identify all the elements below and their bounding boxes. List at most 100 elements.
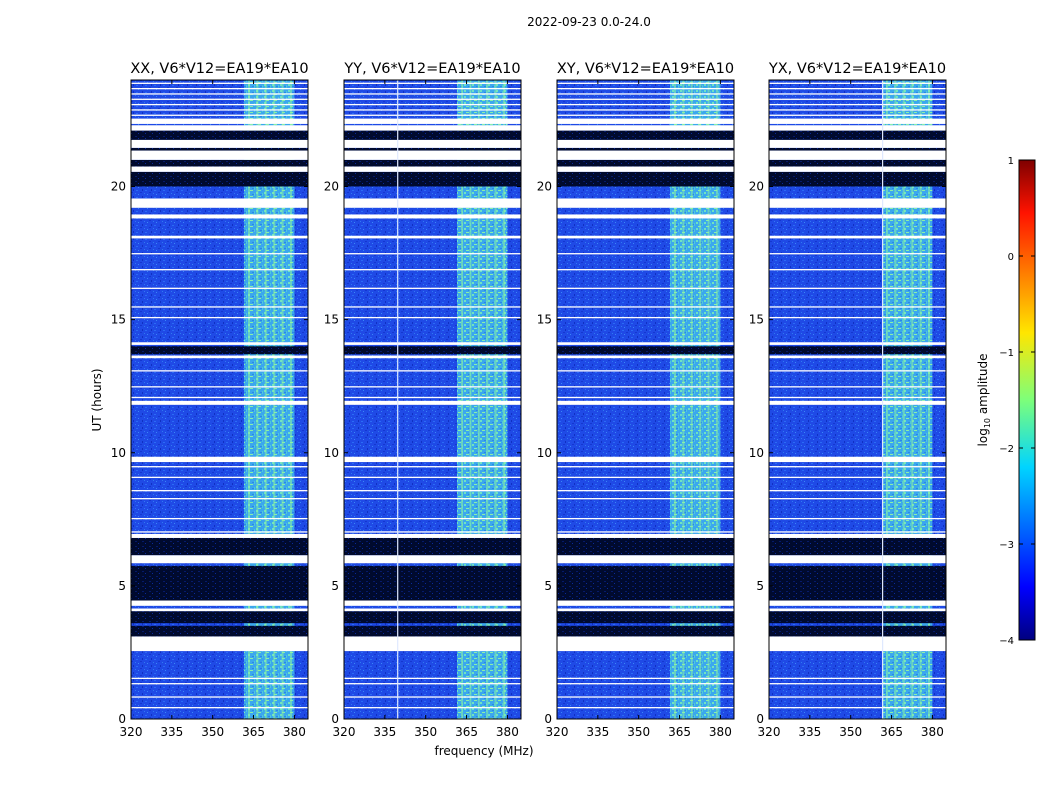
flagged-row (344, 125, 521, 131)
x-tick-label: 335 (160, 725, 183, 739)
flag-line (131, 677, 308, 680)
flag-line (557, 82, 734, 84)
flag-line (769, 498, 946, 500)
dark-flag-band (769, 611, 946, 624)
flagged-row (769, 342, 946, 345)
dark-flag-band (344, 625, 521, 637)
flagged-row (131, 456, 308, 463)
y-tick-label: 0 (544, 712, 552, 726)
flagged-row (131, 139, 308, 148)
flag-line (131, 87, 308, 90)
flagged-row (557, 600, 734, 606)
dark-flag-band (769, 159, 946, 167)
rfi-band-stripe (902, 80, 905, 719)
x-axis-label: frequency (MHz) (434, 744, 533, 758)
flagged-row (344, 355, 521, 359)
flag-line (557, 269, 734, 271)
flagged-row (131, 214, 308, 219)
flag-line (344, 103, 521, 106)
flagged-row (557, 214, 734, 219)
dark-flag-band (769, 565, 946, 601)
flag-line (131, 490, 308, 492)
flag-line (344, 707, 521, 709)
flag-line (557, 466, 734, 468)
flagged-row (557, 235, 734, 239)
rfi-band-stripe (273, 80, 276, 719)
flagged-row (557, 555, 734, 564)
flag-line (769, 306, 946, 308)
heatmap-area (769, 80, 946, 719)
flag-line (769, 490, 946, 492)
panel-frame (343, 79, 522, 720)
flagged-row (557, 118, 734, 124)
rfi-band-stripe (264, 80, 267, 719)
flagged-row (557, 533, 734, 538)
panel-2: YY, V6*V12=EA19*EA10 320 335 350 365 380 0 5 10 1… (324, 61, 522, 739)
flagged-row (344, 600, 521, 606)
flag-line (131, 316, 308, 319)
flag-line (131, 396, 308, 399)
flag-line (769, 370, 946, 372)
dark-flag-band (344, 346, 521, 355)
flagged-row (131, 400, 308, 405)
rfi-band-stripe (894, 80, 897, 719)
x-tick-label: 350 (627, 725, 650, 739)
flagged-row (769, 118, 946, 124)
y-tick-label: 20 (749, 180, 764, 194)
flag-column (882, 80, 884, 719)
flagged-row (131, 355, 308, 359)
dark-flag-band (769, 346, 946, 355)
flagged-row (769, 198, 946, 208)
flagged-row (769, 125, 946, 131)
dark-flag-band (131, 625, 308, 637)
flag-line (131, 707, 308, 709)
flag-line (557, 531, 734, 533)
flag-line (557, 253, 734, 255)
x-tick-label: 320 (120, 725, 143, 739)
panel-title: YX, V6*V12=EA19*EA10 (768, 61, 946, 77)
y-tick-label: 10 (537, 446, 552, 460)
dark-flag-band (557, 537, 734, 556)
y-tick-label: 5 (544, 579, 552, 593)
flagged-row (344, 214, 521, 219)
flag-line (344, 531, 521, 533)
flagged-row (769, 139, 946, 148)
flag-line (769, 386, 946, 388)
flag-line (557, 517, 734, 520)
dark-flag-band (344, 130, 521, 140)
x-tick-label: 335 (798, 725, 821, 739)
flag-line (557, 498, 734, 500)
figure-suptitle: 2022-09-23 0.0-24.0 (527, 15, 651, 29)
x-tick-label: 365 (242, 725, 265, 739)
flag-line (344, 498, 521, 500)
dark-flag-band (131, 611, 308, 624)
flag-line (344, 370, 521, 372)
flag-line (131, 253, 308, 255)
panel-title: XY, V6*V12=EA19*EA10 (557, 61, 734, 77)
dark-flag-band (557, 565, 734, 601)
heatmap-area (557, 80, 734, 719)
x-tick-label: 320 (333, 725, 356, 739)
dark-flag-band (344, 147, 521, 151)
dark-flag-band (557, 346, 734, 355)
flag-line (344, 386, 521, 388)
colorbar-tick-label: −4 (999, 636, 1014, 647)
flagged-row (131, 533, 308, 538)
rfi-band-stripe (486, 80, 489, 719)
rfi-band-stripe (248, 80, 251, 719)
rfi-band-stripe (494, 80, 497, 719)
flag-line (557, 696, 734, 698)
dark-flag-band (557, 147, 734, 151)
flag-line (557, 87, 734, 90)
panel-title: YY, V6*V12=EA19*EA10 (343, 61, 520, 77)
x-tick-label: 380 (921, 725, 944, 739)
y-tick-label: 10 (324, 446, 339, 460)
flag-line (344, 114, 521, 116)
y-tick-label: 0 (118, 712, 126, 726)
x-tick-label: 380 (496, 725, 519, 739)
panel-frame (130, 79, 309, 720)
rfi-band-stripe (469, 80, 472, 719)
rfi-band-stripe (690, 80, 693, 719)
panel-frame (556, 79, 735, 720)
